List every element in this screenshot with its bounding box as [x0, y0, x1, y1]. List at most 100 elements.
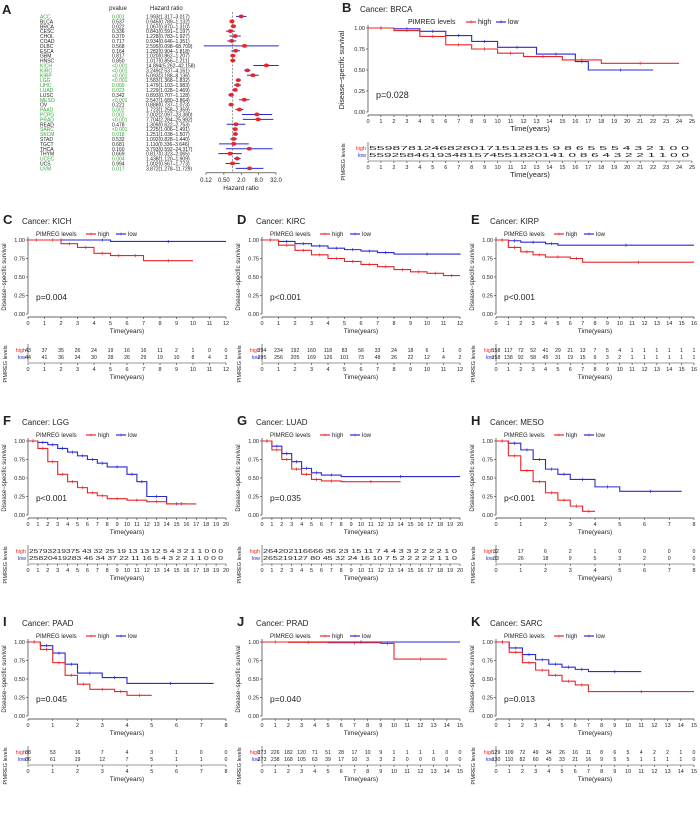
risk-x-tick-label: 5 — [618, 568, 621, 574]
risk-high-value: 16 — [75, 750, 81, 756]
forest-hr-text: 1.020(0.862–1.207) — [146, 54, 190, 60]
km-x-tick-label: 3 — [101, 723, 104, 729]
risk-x-tick-label: 9 — [350, 568, 353, 574]
risk-low-value: 205 — [291, 355, 300, 361]
risk-x-tick-label: 5 — [343, 367, 346, 373]
km-x-tick-label: 5 — [326, 723, 329, 729]
forest-pvalue: 0.568 — [112, 44, 125, 50]
forest-hr-text: 0.888(0.737–1.073) — [146, 103, 190, 109]
risk-x-tick-label: 18 — [437, 568, 443, 574]
km-x-tick-label: 14 — [666, 321, 672, 327]
risk-low-value: 101 — [340, 355, 349, 361]
risk-low-value: 168 — [284, 757, 293, 763]
risk-x-tick-label: 18 — [598, 165, 604, 171]
risk-high-value: 0 — [208, 348, 211, 354]
km-x-tick-label: 2 — [280, 522, 283, 528]
forest-pvalue: <0.001 — [112, 73, 128, 79]
risk-x-tick-label: 4 — [544, 367, 547, 373]
risk-high-value: 52 — [530, 348, 536, 354]
km-x-tick-label: 11 — [404, 723, 410, 729]
risk-high-value: 7 — [101, 750, 104, 756]
legend-low-mark: + — [119, 634, 123, 640]
risk-low-value: 1 — [631, 355, 634, 361]
km-x-tick-label: 4 — [66, 522, 69, 528]
risk-x-tick-label: 14 — [666, 367, 672, 373]
legend-low-label: low — [128, 634, 138, 640]
forest-cancer-label: OV — [40, 103, 48, 109]
km-pvalue: p=0.028 — [376, 90, 409, 100]
km-x-tick-label: 16 — [183, 522, 189, 528]
risk-y-label: PIMREG levels — [471, 345, 477, 383]
risk-x-tick-label: 1 — [51, 769, 54, 775]
legend-high-mark: + — [323, 433, 327, 439]
risk-high-value: 72 — [520, 750, 526, 756]
km-x-tick-label: 13 — [154, 522, 160, 528]
km-x-tick-label: 1 — [270, 522, 273, 528]
risk-x-tick-label: 6 — [569, 367, 572, 373]
risk-x-tick-label: 8 — [340, 568, 343, 574]
risk-high-value: 53 — [50, 750, 56, 756]
legend-low-label: low — [362, 634, 372, 640]
km-y-tick-label: 0.25 — [14, 495, 25, 501]
risk-x-tick-label: 3 — [76, 367, 79, 373]
km-x-tick-label: 1 — [36, 522, 39, 528]
km-x-tick-label: 3 — [534, 723, 537, 729]
risk-low-value: 1 — [175, 757, 178, 763]
risk-low-label: low — [486, 556, 494, 562]
forest-hr-text: 2.547(1.680–3.864) — [146, 98, 190, 104]
risk-high-value: 10 — [365, 750, 371, 756]
risk-x-tick-label: 15 — [407, 568, 413, 574]
forest-pvalue: 0.009 — [112, 83, 125, 89]
km-panel-i: I Cancer: PAAD PIMREG levels + high + low 0.00 0… — [0, 614, 232, 820]
risk-x-tick-label: 4 — [326, 367, 329, 373]
km-x-tick-label: 6 — [125, 321, 128, 327]
risk-x-tick-label: 6 — [125, 367, 128, 373]
risk-high-value: 21 — [567, 348, 573, 354]
km-x-tick-label: 6 — [444, 119, 447, 125]
legend-high-mark: + — [469, 19, 473, 26]
km-y-tick-label: 0.00 — [14, 714, 25, 720]
km-x-tick-label: 25 — [689, 119, 695, 125]
risk-x-tick-label: 0 — [260, 568, 263, 574]
forest-point — [238, 14, 244, 19]
panel-label: C — [3, 212, 13, 227]
risk-low-label: low — [18, 556, 26, 562]
risk-x-tick-label: 5 — [556, 367, 559, 373]
risk-x-tick-label: 1 — [379, 165, 382, 171]
risk-high-value: 0 — [225, 348, 228, 354]
km-y-tick-label: 0.75 — [482, 257, 493, 263]
km-x-tick-label: 9 — [350, 522, 353, 528]
km-title: Cancer: KIRP — [490, 217, 539, 226]
risk-x-tick-label: 12 — [651, 769, 657, 775]
risk-x-tick-label: 14 — [164, 568, 170, 574]
risk-high-value: 0 — [693, 750, 696, 756]
km-x-tick-label: 9 — [409, 321, 412, 327]
risk-low-value: 130 — [492, 757, 501, 763]
risk-high-value: 0 — [200, 750, 203, 756]
risk-x-tick-label: 10 — [124, 568, 130, 574]
km-x-tick-label: 10 — [124, 522, 130, 528]
risk-low-value: 138 — [504, 355, 513, 361]
risk-x-tick-label: 7 — [96, 568, 99, 574]
legend-low-mark: + — [587, 232, 591, 238]
risk-high-value: 160 — [307, 348, 316, 354]
km-pvalue: p=0.004 — [36, 292, 67, 302]
risk-high-value: 83 — [342, 348, 348, 354]
risk-y-label: PIMREG levels — [3, 546, 9, 584]
risk-x-tick-label: 11 — [638, 769, 644, 775]
legend-low-label: low — [508, 19, 519, 26]
risk-high-value: 35 — [58, 348, 64, 354]
risk-low-value: 5 — [627, 757, 630, 763]
forest-point — [227, 151, 233, 156]
risk-x-tick-label: 19 — [447, 568, 453, 574]
risk-x-tick-label: 11 — [134, 568, 140, 574]
risk-low-value: 3 — [618, 556, 621, 562]
km-x-tick-label: 2 — [59, 321, 62, 327]
risk-high-value: 9 — [379, 750, 382, 756]
risk-high-value: 2 — [666, 750, 669, 756]
risk-high-value: 2 — [175, 348, 178, 354]
risk-low-value: 12 — [99, 757, 105, 763]
km-x-tick-label: 16 — [572, 119, 578, 125]
km-x-tick-label: 0 — [260, 522, 263, 528]
km-x-tick-label: 3 — [300, 723, 303, 729]
